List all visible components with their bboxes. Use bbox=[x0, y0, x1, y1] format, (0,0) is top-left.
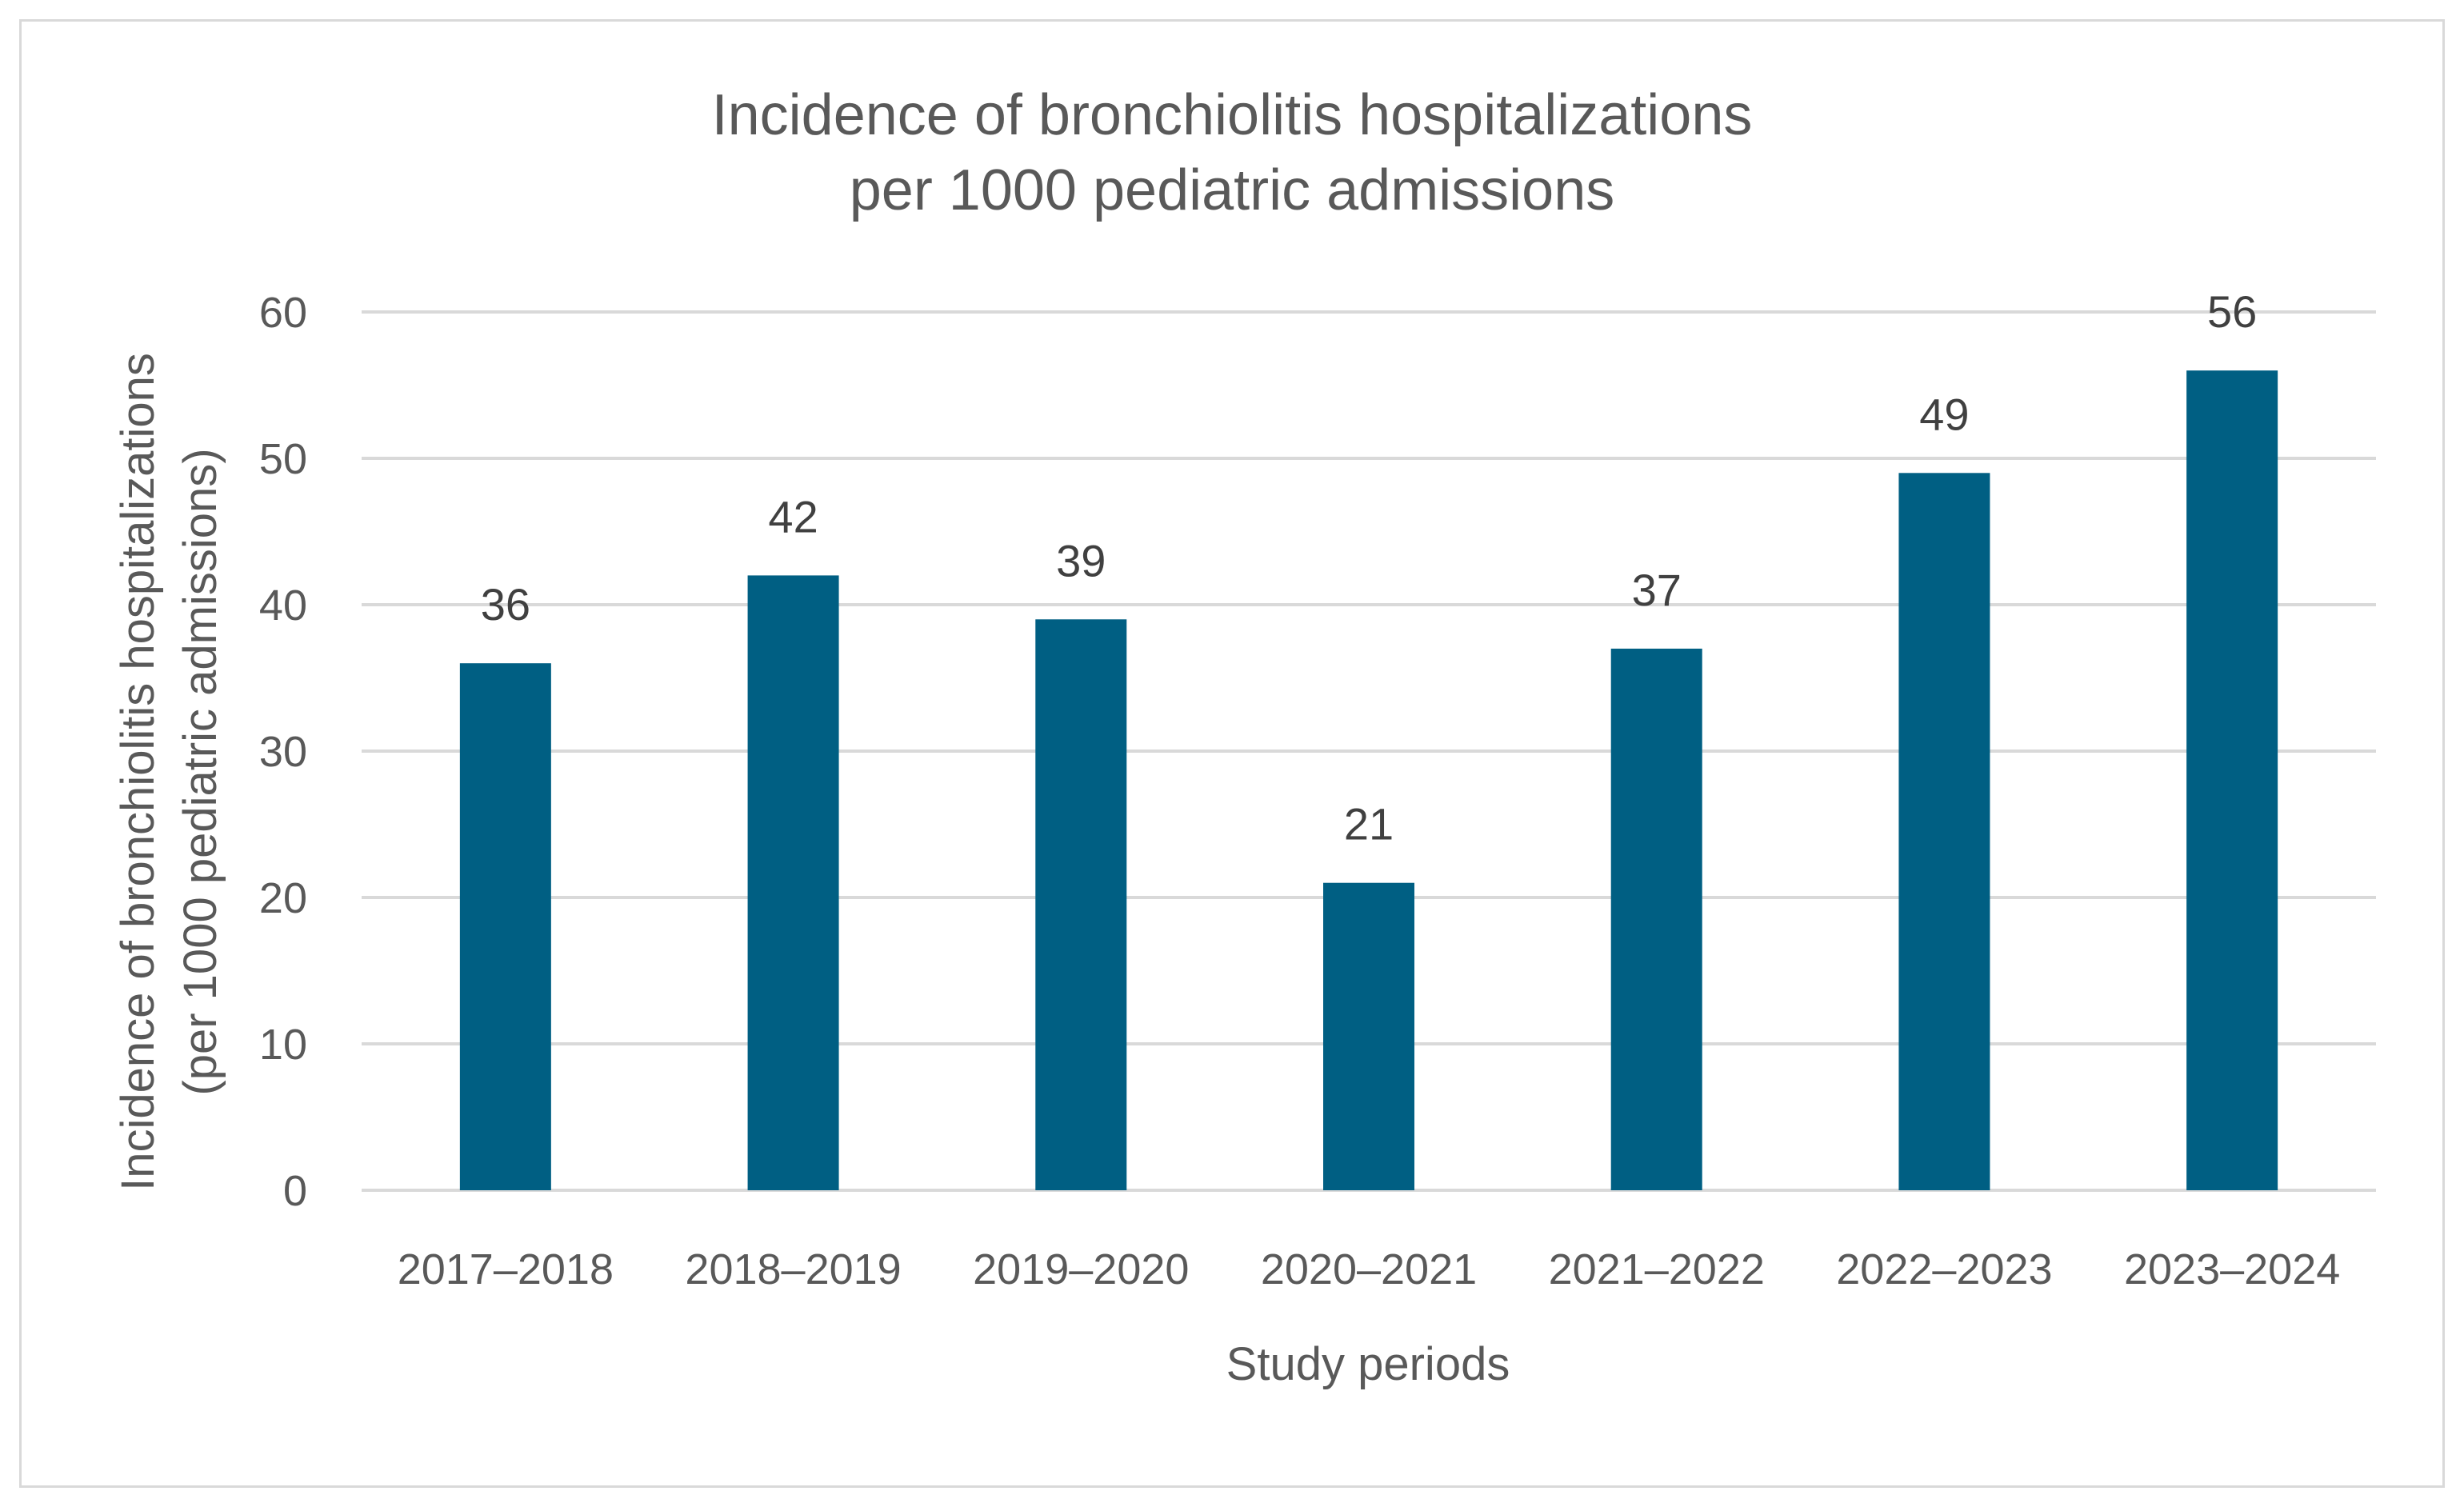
x-tick-label-2023–2024: 2023–2024 bbox=[2124, 1245, 2340, 1293]
bar-2018–2019 bbox=[747, 575, 839, 1190]
bars bbox=[459, 370, 2278, 1191]
data-label-2020–2021: 21 bbox=[1344, 799, 1394, 849]
chart-title-line-2: per 1000 pediatric admissions bbox=[850, 158, 1615, 222]
y-axis-title-line-2: (per 1000 pediatric admissions) bbox=[174, 448, 226, 1095]
x-axis-title: Study periods bbox=[1226, 1338, 1510, 1390]
bar-2023–2024 bbox=[2186, 370, 2278, 1191]
y-tick-label-30: 30 bbox=[259, 728, 307, 776]
x-tick-label-2017–2018: 2017–2018 bbox=[398, 1245, 614, 1293]
x-tick-label-2019–2020: 2019–2020 bbox=[973, 1245, 1189, 1293]
x-tick-label-2020–2021: 2020–2021 bbox=[1261, 1245, 1477, 1293]
bar-2020–2021 bbox=[1323, 882, 1414, 1190]
data-label-2023–2024: 56 bbox=[2207, 286, 2257, 337]
y-tick-label-50: 50 bbox=[259, 435, 307, 483]
y-tick-label-40: 40 bbox=[259, 582, 307, 630]
x-tick-label-2018–2019: 2018–2019 bbox=[685, 1245, 901, 1293]
data-label-2022–2023: 49 bbox=[1919, 389, 1969, 439]
y-tick-label-10: 10 bbox=[259, 1021, 307, 1069]
bar-2017–2018 bbox=[459, 663, 551, 1190]
bar-2019–2020 bbox=[1035, 619, 1127, 1190]
y-axis-ticks: 0 10 20 30 40 50 60 bbox=[259, 289, 307, 1215]
chart-frame bbox=[19, 19, 2445, 1488]
x-tick-label-2021–2022: 2021–2022 bbox=[1549, 1245, 1765, 1293]
data-label-2021–2022: 37 bbox=[1632, 565, 1682, 615]
x-axis-ticks: 2017–2018 2018–2019 2019–2020 2020–2021 2021… bbox=[398, 1245, 2341, 1293]
bar-2022–2023 bbox=[1898, 473, 1990, 1190]
y-tick-label-60: 60 bbox=[259, 289, 307, 337]
gridlines bbox=[362, 310, 2376, 1192]
y-tick-label-0: 0 bbox=[283, 1167, 307, 1215]
bar-2021–2022 bbox=[1610, 648, 1702, 1190]
data-labels: 36 42 39 21 37 49 56 bbox=[481, 286, 2258, 849]
x-tick-label-2022–2023: 2022–2023 bbox=[1836, 1245, 2052, 1293]
data-label-2018–2019: 42 bbox=[768, 491, 818, 542]
y-axis-title-line-1: Incidence of bronchiolitis hospitalizati… bbox=[112, 353, 164, 1191]
data-label-2019–2020: 39 bbox=[1056, 535, 1106, 586]
data-label-2017–2018: 36 bbox=[481, 579, 530, 630]
chart-title-line-1: Incidence of bronchiolitis hospitalizati… bbox=[712, 83, 1753, 147]
y-tick-label-20: 20 bbox=[259, 874, 307, 922]
